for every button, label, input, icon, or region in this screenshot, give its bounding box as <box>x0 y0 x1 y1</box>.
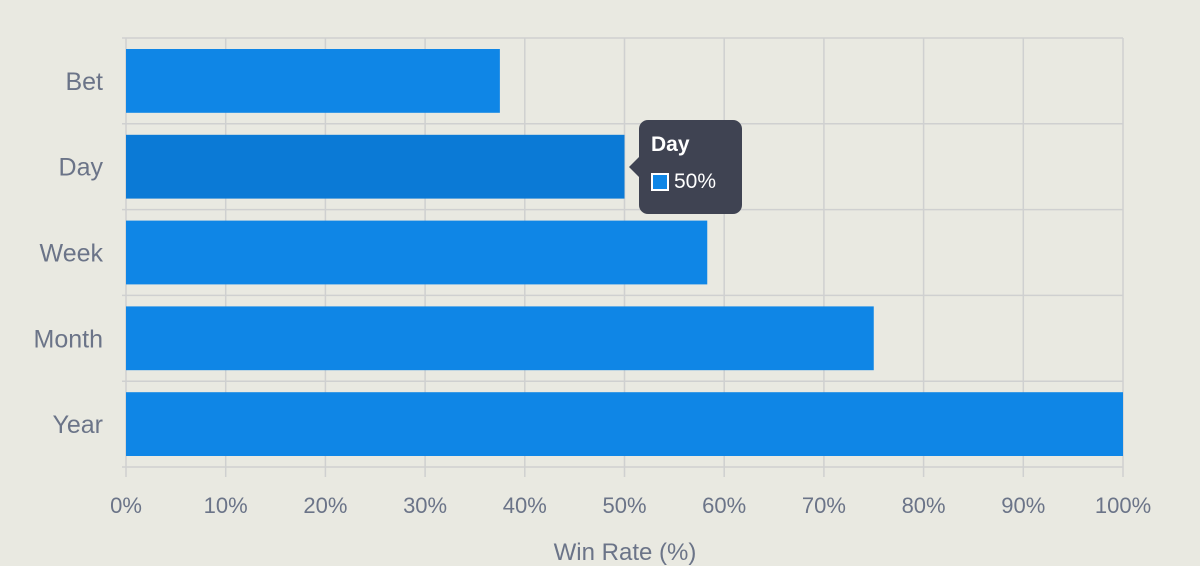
x-tick-label: 40% <box>503 493 547 518</box>
tooltip-title: Day <box>651 133 690 156</box>
bars <box>126 49 1123 456</box>
x-tick-label: 50% <box>602 493 646 518</box>
tooltip-series-swatch <box>651 173 669 191</box>
tooltip-value: 50% <box>674 170 717 193</box>
x-tick-labels: 0% 10% 20% 30% 40% 50% 60% 70% 80% 90% 100% <box>110 493 1151 518</box>
category-label: Month <box>34 325 103 353</box>
x-tick-label: 70% <box>802 493 846 518</box>
category-label: Week <box>40 240 104 268</box>
x-tick-label: 80% <box>902 493 946 518</box>
x-tick-label: 10% <box>204 493 248 518</box>
x-tick-label: 100% <box>1095 493 1151 518</box>
x-axis-title: Win Rate (%) <box>554 539 697 566</box>
x-tick-label: 90% <box>1001 493 1045 518</box>
category-label: Year <box>52 411 103 439</box>
bar-day[interactable] <box>126 134 625 199</box>
bar-week[interactable] <box>126 220 708 285</box>
bar-bet[interactable] <box>126 49 500 113</box>
category-labels: Bet Day Week Month Year <box>34 68 104 439</box>
tooltip: Day 50% <box>629 120 742 214</box>
category-label: Day <box>59 154 104 182</box>
bar-month[interactable] <box>126 306 874 371</box>
x-tick-label: 20% <box>303 493 347 518</box>
bar-year[interactable] <box>126 392 1123 456</box>
category-label: Bet <box>65 68 103 96</box>
x-tick-label: 30% <box>403 493 447 518</box>
tooltip-arrow <box>629 157 639 177</box>
tooltip-row: 50% <box>651 170 730 194</box>
x-tick-label: 0% <box>110 493 142 518</box>
grid-lines <box>122 37 1124 477</box>
x-tick-label: 60% <box>702 493 746 518</box>
